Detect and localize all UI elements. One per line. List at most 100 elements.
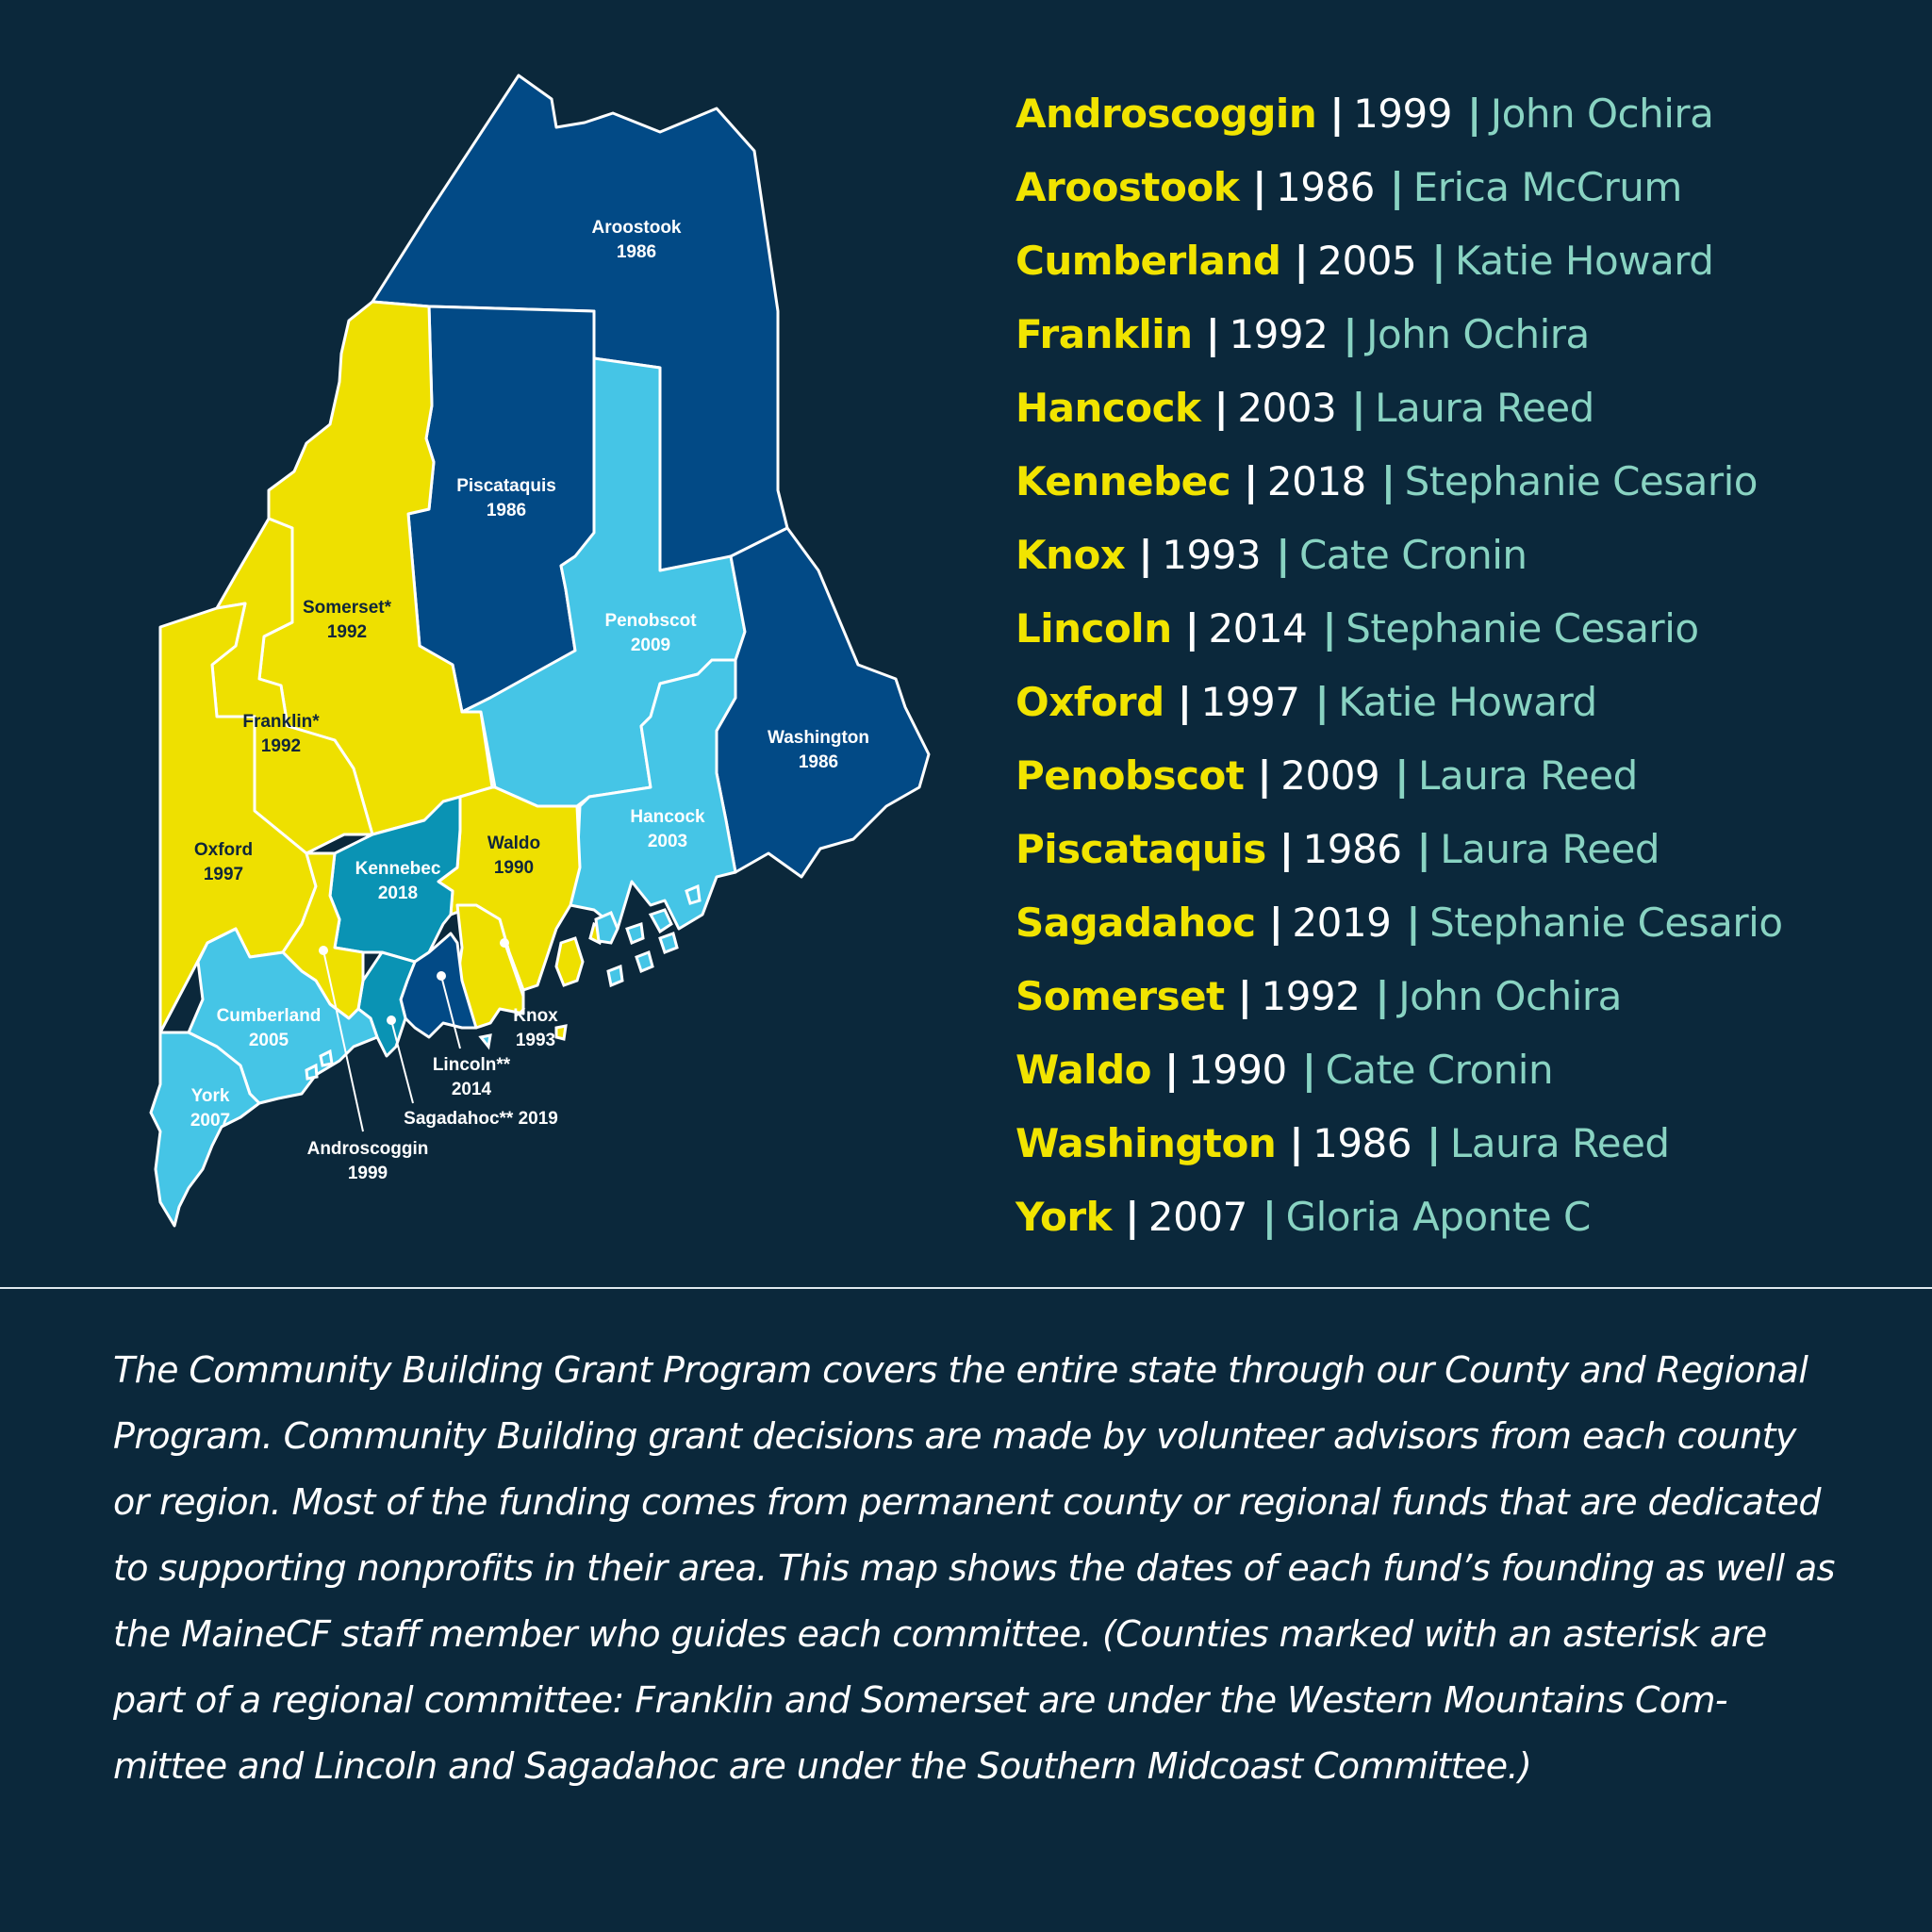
legend-separator: | [1214,385,1229,431]
legend-row-kennebec: Kennebec | 2018 | Stephanie Cesario [1016,445,1911,519]
legend-separator: | [1262,1194,1277,1240]
leader-dot-lincoln [437,971,446,981]
legend-county: Cumberland [1016,238,1281,284]
legend-year: 1986 [1313,1120,1412,1166]
leader-dot-sagadahoc [387,1016,396,1025]
map-label-kennebec: Kennebec 2018 [355,859,441,903]
legend-separator: | [1375,973,1390,1019]
legend-row-sagadahoc: Sagadahoc | 2019 | Stephanie Cesario [1016,886,1911,960]
legend-staff: Laura Reed [1440,826,1660,872]
legend-staff: Stephanie Cesario [1346,605,1699,652]
island [685,883,702,905]
legend-row-androscoggin: Androscoggin | 1999 | John Ochira [1016,77,1911,151]
legend-county: Waldo [1016,1047,1152,1093]
legend-row-lincoln: Lincoln | 2014 | Stephanie Cesario [1016,592,1911,666]
legend-staff: Stephanie Cesario [1429,900,1783,946]
legend-separator: | [1343,311,1358,357]
island [594,911,619,945]
legend-staff: John Ochira [1398,973,1622,1019]
leader-dot-knox [500,938,509,948]
legend-staff: Laura Reed [1418,752,1638,799]
legend-separator: | [1427,1120,1441,1166]
legend-row-york: York | 2007 | Gloria Aponte C [1016,1181,1911,1254]
legend-separator: | [1268,900,1283,946]
legend-staff: John Ochira [1366,311,1590,357]
legend-separator: | [1279,826,1294,872]
legend-staff: Cate Cronin [1298,532,1527,578]
legend-separator: | [1395,752,1409,799]
legend-separator: | [1257,752,1272,799]
legend-separator: | [1314,679,1329,725]
legend-separator: | [1406,900,1421,946]
legend-separator: | [1164,1047,1179,1093]
county-york [149,1031,261,1228]
legend-county: Washington [1016,1120,1277,1166]
legend-row-oxford: Oxford | 1997 | Katie Howard [1016,666,1911,739]
legend-row-somerset: Somerset | 1992 | John Ochira [1016,960,1911,1033]
legend-county: Aroostook [1016,164,1240,210]
legend-staff: John Ochira [1490,91,1714,137]
legend-county: Knox [1016,532,1126,578]
leader-androscoggin [322,949,364,1132]
legend-year: 2005 [1317,238,1417,284]
legend-year: 1997 [1200,679,1300,725]
legend-separator: | [1177,679,1192,725]
legend-staff: Katie Howard [1455,238,1714,284]
map-label-oxford: Oxford 1997 [194,840,253,884]
legend-separator: | [1237,973,1252,1019]
legend-county: Sagadahoc [1016,900,1256,946]
legend-separator: | [1466,91,1481,137]
legend-county: Lincoln [1016,605,1172,652]
map-label-waldo: Waldo 1990 [487,834,540,878]
legend-separator: | [1380,458,1395,504]
legend-staff: Katie Howard [1338,679,1597,725]
maine-county-map: Aroostook 1986 Piscataquis 1986 Somerset* 1… [141,66,952,1245]
county-washington [715,526,931,879]
legend-row-franklin: Franklin | 1992 | John Ochira [1016,298,1911,372]
island [305,1063,319,1081]
map-label-washington: Washington 1986 [768,728,869,772]
section-divider [0,1287,1932,1289]
legend-year: 1992 [1229,311,1329,357]
legend-year: 2003 [1237,385,1337,431]
legend-county: Oxford [1016,679,1164,725]
leader-lincoln [440,975,461,1049]
leader-sagadahoc [390,1019,414,1104]
legend-staff: Gloria Aponte C [1285,1194,1592,1240]
program-description: The Community Building Grant Program cov… [113,1349,1835,1787]
island [606,964,624,988]
legend-separator: | [1184,605,1199,652]
legend-staff: Cate Cronin [1325,1047,1554,1093]
map-svg: Aroostook 1986 Piscataquis 1986 Somerset* 1… [149,74,931,1228]
legend-staff: Erica McCrum [1412,164,1683,210]
legend-separator: | [1125,1194,1139,1240]
legend-staff: Stephanie Cesario [1404,458,1759,504]
map-label-knox: Knox 1993 [513,1006,558,1050]
legend-year: 1993 [1162,532,1262,578]
legend-row-cumberland: Cumberland | 2005 | Katie Howard [1016,224,1911,298]
island [635,950,654,974]
legend-row-hancock: Hancock | 2003 | Laura Reed [1016,372,1911,445]
legend-year: 1999 [1353,91,1452,137]
island [319,1049,334,1067]
legend-county: Penobscot [1016,752,1245,799]
legend-county: Androscoggin [1016,91,1317,137]
legend-separator: | [1301,1047,1316,1093]
legend-year: 2018 [1266,458,1366,504]
legend-county: Kennebec [1016,458,1231,504]
map-label-franklin: Franklin* 1992 [242,712,320,756]
legend-separator: | [1138,532,1153,578]
legend-separator: | [1294,238,1309,284]
legend-year: 2007 [1148,1194,1247,1240]
map-label-androscoggin: Androscoggin 1999 [307,1139,429,1183]
map-label-somerset: Somerset* 1992 [303,598,392,642]
legend-row-knox: Knox | 1993 | Cate Cronin [1016,519,1911,592]
legend-separator: | [1389,164,1404,210]
map-label-sagadahoc: Sagadahoc** 2019 [404,1109,558,1129]
map-label-penobscot: Penobscot 2009 [604,611,697,655]
legend-separator: | [1431,238,1446,284]
legend-county: Franklin [1016,311,1193,357]
map-label-lincoln: Lincoln** 2014 [433,1055,511,1099]
legend-row-piscataquis: Piscataquis | 1986 | Laura Reed [1016,813,1911,886]
legend-year: 1986 [1276,164,1375,210]
